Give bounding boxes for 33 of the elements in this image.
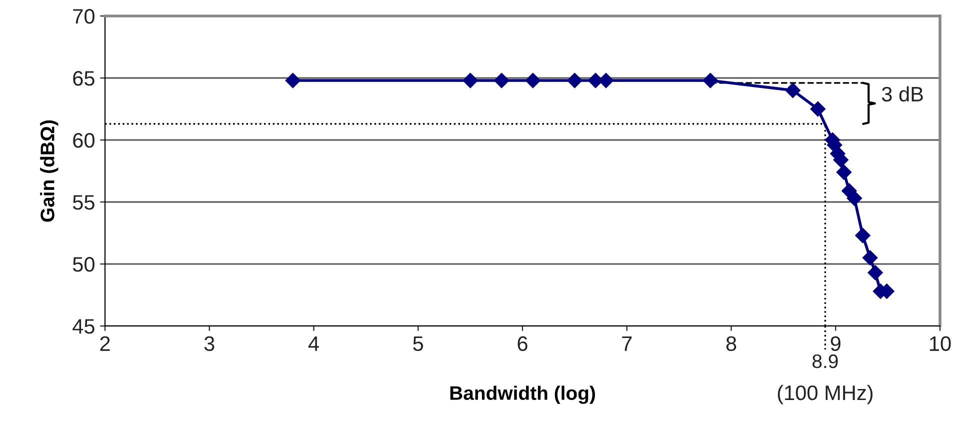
x-tick-label: 2 [100,336,110,351]
point [836,164,852,180]
y-tick-label: 50 [72,257,94,272]
annotation: 3 dB [882,86,923,102]
ref-line-label: 8.9 [812,354,838,368]
x-tick-label: 8 [726,336,736,352]
point [525,72,541,88]
y-axis-title: Gain (dBΩ) [40,120,58,222]
point [868,265,883,280]
y-tick-label: 65 [73,71,94,86]
y-tick-label: 45 [72,319,94,334]
text: (100 MHz) [778,384,873,404]
point [462,72,478,88]
point [285,72,300,88]
point [702,72,718,88]
x-tick-label: 6 [518,336,528,352]
y-tick-label: 70 [73,9,94,24]
point [494,72,510,88]
point [846,190,862,206]
x-tick-label: 4 [308,336,319,351]
point [785,82,800,98]
x-tick-label: 9 [830,336,840,352]
point [862,250,878,266]
x-tick-label: 5 [413,336,424,352]
y-tick-label: 55 [72,195,94,210]
x-tick-label: 10 [930,336,951,352]
point [855,228,870,244]
point [567,72,582,88]
y-tick-label: 60 [73,133,94,148]
x-axis-title: Bandwidth (log) [450,386,595,404]
x-tick-label: 7 [622,336,632,351]
x-tick-label: 3 [204,336,214,352]
point [810,101,826,117]
